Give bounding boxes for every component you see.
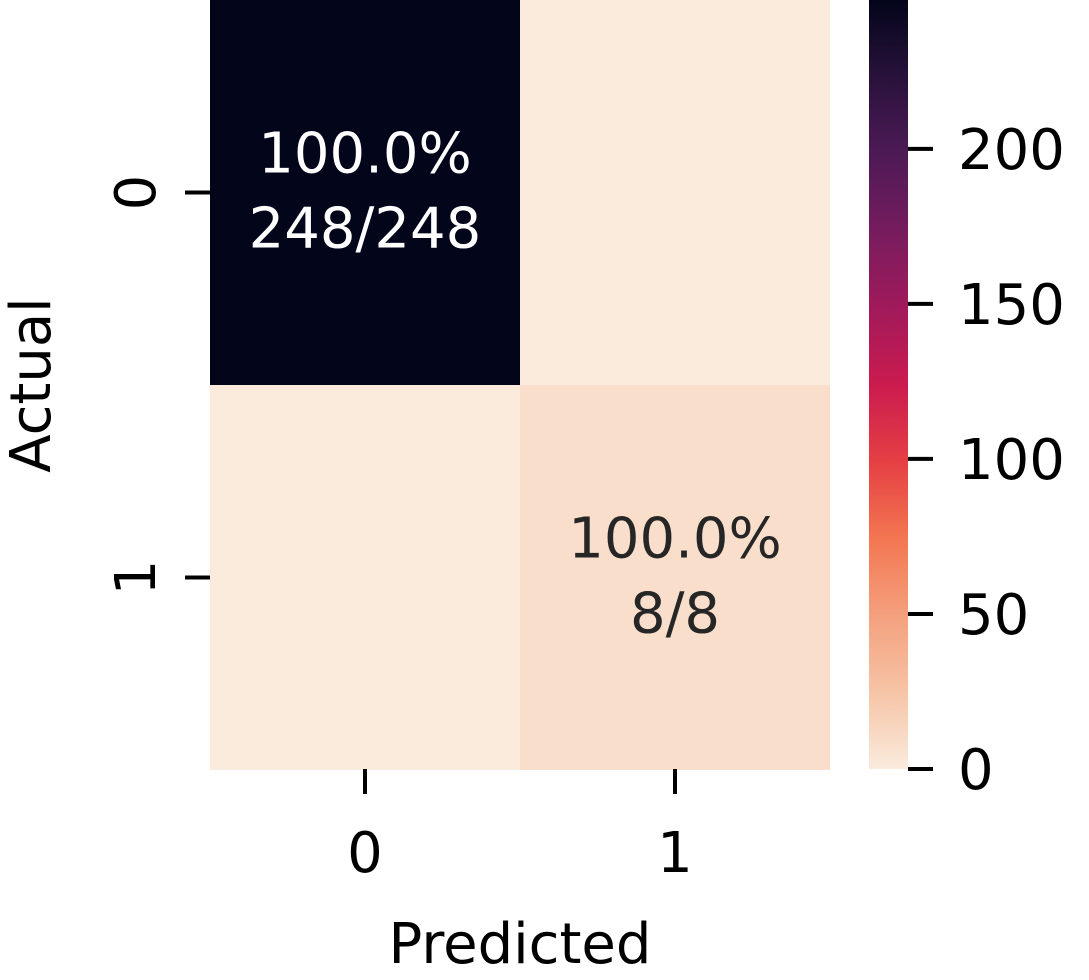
heatmap-cell-1-0: [210, 385, 520, 770]
colorbar-tick-label: 100: [958, 428, 1065, 493]
x-tick-label: 1: [657, 821, 693, 886]
cell-percent-label: 100.0%: [258, 122, 472, 187]
y-axis: 01: [104, 175, 210, 596]
colorbar: [869, 0, 908, 769]
heatmap-cell-labels: 100.0% 248/248 100.0% 8/8: [249, 122, 782, 647]
y-tick-label: 1: [104, 560, 169, 596]
y-tick-label: 0: [104, 175, 169, 211]
cell-percent-label: 100.0%: [568, 507, 782, 572]
heatmap-cell-0-0: [210, 0, 520, 385]
heatmap-cell-0-1: [520, 0, 830, 385]
y-axis-label: Actual: [0, 297, 64, 472]
cell-count-label: 248/248: [249, 197, 482, 262]
colorbar-ticks: 0 50 100 150 200: [908, 118, 1065, 803]
x-tick-label: 0: [347, 821, 383, 886]
heatmap-cells: [210, 0, 830, 770]
heatmap-cell-1-1: [520, 385, 830, 770]
colorbar-tick-label: 150: [958, 273, 1065, 338]
cell-count-label: 8/8: [630, 582, 720, 647]
colorbar-tick-label: 50: [958, 583, 1029, 648]
colorbar-tick-label: 0: [958, 738, 994, 803]
colorbar-tick-label: 200: [958, 118, 1065, 183]
x-axis-label: Predicted: [389, 912, 652, 977]
